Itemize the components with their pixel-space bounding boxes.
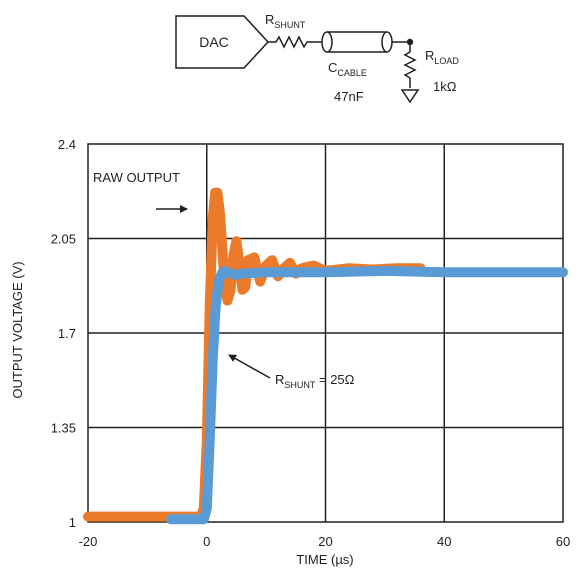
schematic: DAC RSHUNT CCABLE 47nF RLOAD 1kΩ <box>175 12 459 104</box>
cable-symbol <box>321 31 410 53</box>
chart: -20 0 20 40 60 1 1.35 1.7 2.05 2.4 OUTPUT VOLTAGE… <box>10 137 570 567</box>
x-tick-label: 20 <box>318 534 332 549</box>
x-tick-label: 40 <box>437 534 451 549</box>
y-tick-label: 1.35 <box>51 421 76 436</box>
x-tick-label: 0 <box>203 534 210 549</box>
rshunt-arrow <box>228 354 271 379</box>
y-tick-label: 2.4 <box>58 137 76 152</box>
series-line-raw <box>83 187 426 522</box>
y-tick-label: 2.05 <box>51 232 76 247</box>
grid <box>87 143 564 523</box>
y-axis-label: OUTPUT VOLTAGE (V) <box>10 261 25 398</box>
dac-block <box>175 15 270 69</box>
y-tick-label: 1 <box>69 515 76 530</box>
dac-label: DAC <box>199 34 229 50</box>
x-tick-label: 60 <box>556 534 570 549</box>
rshunt-label: RSHUNT <box>265 12 306 30</box>
y-tick-label: 1.7 <box>58 326 76 341</box>
rshunt-annotation: RSHUNT = 25Ω <box>275 372 355 390</box>
load-value: 1kΩ <box>433 79 457 94</box>
ccable-label: CCABLE <box>328 60 367 78</box>
series <box>83 187 568 525</box>
shunt-resistor <box>268 35 322 49</box>
x-axis-label: TIME (µs) <box>296 552 353 567</box>
load-resistor <box>403 42 417 88</box>
ground-icon <box>400 89 420 104</box>
rload-label: RLOAD <box>425 48 459 66</box>
raw-output-annotation: RAW OUTPUT <box>93 170 180 185</box>
tick-labels: -20 0 20 40 60 1 1.35 1.7 2.05 2.4 <box>51 137 571 549</box>
series-line-shunt <box>166 265 568 525</box>
cable-value: 47nF <box>334 89 364 104</box>
x-tick-label: -20 <box>79 534 98 549</box>
